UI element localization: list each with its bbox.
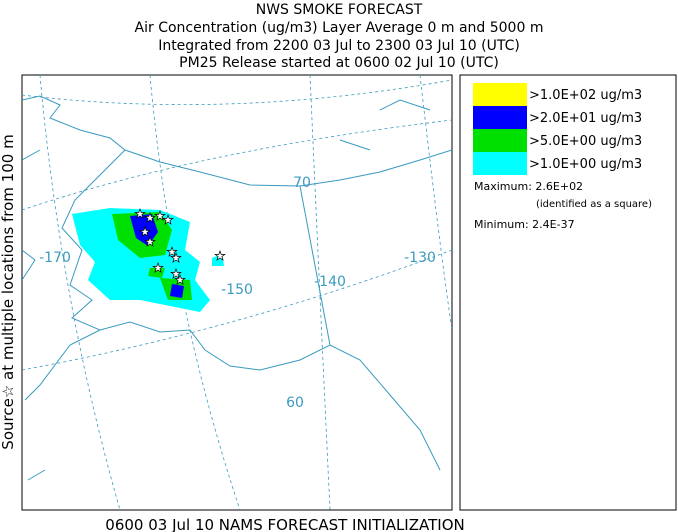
legend: >1.0E+02 ug/m3 >2.0E+01 ug/m3 >5.0E+00 ug/…	[473, 83, 642, 175]
legend-swatch	[473, 129, 527, 152]
legend-swatch	[473, 106, 527, 129]
graticule-label: -130	[404, 250, 436, 266]
legend-label: >1.0E+00 ug/m3	[529, 157, 642, 172]
subtitle: Integrated from 2200 03 Jul to 2300 03 J…	[158, 38, 520, 54]
side-label: Source☆ at multiple locations from 100 m	[0, 134, 17, 449]
map-frame	[21, 74, 453, 511]
coastline	[24, 149, 126, 401]
footer: 0600 03 Jul 10 NAMS FORECAST INITIALIZAT…	[105, 516, 464, 532]
subtitle: Air Concentration (ug/m3) Layer Average …	[135, 20, 544, 36]
graticule-label: -140	[314, 274, 346, 290]
graticule-label: 70	[293, 175, 311, 191]
legend-swatch	[473, 152, 527, 175]
legend-label: >1.0E+02 ug/m3	[529, 88, 642, 103]
maximum: Maximum: 2.6E+02	[474, 180, 583, 193]
map: -170 -150 -140 -130 70 60	[22, 75, 452, 510]
subtitle: PM25 Release started at 0600 02 Jul 10 (…	[179, 55, 499, 71]
graticule-label: -150	[221, 282, 253, 298]
title: NWS SMOKE FORECAST	[256, 2, 423, 18]
legend-swatch	[473, 83, 527, 106]
coastline	[22, 95, 452, 187]
legend-label: >5.0E+00 ug/m3	[529, 134, 642, 149]
coastline	[99, 321, 441, 471]
legend-label: >2.0E+01 ug/m3	[529, 111, 642, 126]
graticule-label: -170	[39, 250, 71, 266]
plume	[112, 212, 192, 300]
maximum-note: (identified as a square)	[536, 199, 652, 210]
graticule-label: 60	[286, 395, 304, 411]
minimum: Minimum: 2.4E-37	[474, 218, 575, 231]
border	[299, 185, 331, 346]
coastline	[22, 99, 431, 481]
